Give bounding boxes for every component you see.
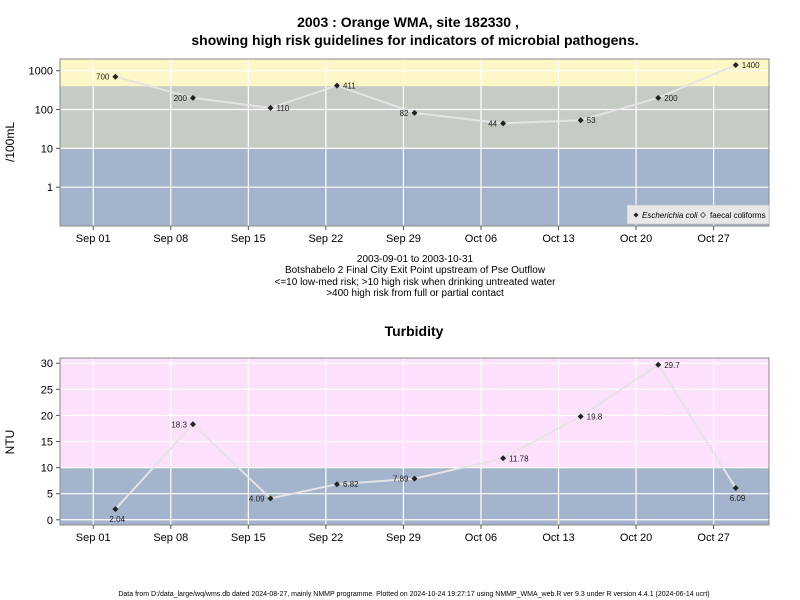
data-point (577, 117, 584, 124)
turbidity-y-axis: 0 5 10 15 20 25 30 (41, 358, 60, 527)
data-label: 29.7 (664, 361, 680, 370)
data-point (411, 475, 418, 482)
x-tick-label: Sep 29 (386, 233, 421, 245)
x-tick-label: Sep 01 (76, 532, 111, 544)
y-tick-label: 1 (47, 182, 53, 194)
turbidity-title: Turbidity (385, 323, 444, 339)
ecoli-risk-bands (60, 59, 769, 226)
turbidity-y-axis-label: NTU (3, 430, 17, 455)
x-tick-label: Sep 08 (153, 233, 188, 245)
ecoli-plot-frame (59, 58, 770, 227)
risk-band-1 (60, 86, 769, 149)
data-label: 700 (96, 73, 110, 82)
data-point (333, 82, 340, 89)
data-label: 4.09 (249, 494, 265, 503)
ecoli-legend: Escherichia coli faecal coliforms (626, 204, 770, 225)
x-tick-label: Oct 27 (697, 233, 729, 245)
x-tick-label: Oct 27 (697, 532, 729, 544)
data-point (500, 455, 507, 462)
y-tick-label: 20 (41, 410, 53, 422)
ecoli-x-axis: Sep 01 Sep 08 Sep 15 Sep 22 Sep 29 Oct 06 Oct … (76, 226, 730, 245)
risk-band-1 (60, 358, 769, 468)
turbidity-x-axis: Sep 01 Sep 08 Sep 15 Sep 22 Sep 29 Oct 06 Oct … (76, 525, 730, 544)
data-label: 19.8 (587, 412, 603, 421)
x-tick-label: Oct 20 (620, 532, 652, 544)
data-point (577, 413, 584, 420)
turbidity-series: 2.04 18.3 4.09 6.82 7.89 11.78 19.8 29.7 6.09 (109, 361, 745, 524)
y-tick-label: 0 (47, 515, 53, 527)
data-point (655, 361, 662, 368)
subtitle-line-3: <=10 low-med risk; >10 high risk when dr… (275, 277, 557, 288)
y-tick-label: 1000 (29, 66, 53, 78)
ecoli-series: 700 200 110 411 82 44 53 200 1400 (96, 61, 760, 128)
data-point (333, 481, 340, 488)
y-tick-label: 10 (41, 463, 53, 475)
data-label: 82 (400, 109, 409, 118)
y-tick-label: 5 (47, 489, 53, 501)
x-tick-label: Sep 08 (153, 532, 188, 544)
data-label: 11.78 (509, 454, 529, 463)
data-point (189, 421, 196, 428)
x-tick-label: Oct 20 (620, 233, 652, 245)
y-tick-label: 15 (41, 437, 53, 449)
y-tick-label: 25 (41, 384, 53, 396)
ecoli-y-axis-label: /100mL (3, 122, 17, 162)
x-tick-label: Sep 15 (231, 233, 266, 245)
y-tick-label: 10 (41, 143, 53, 155)
data-label: 18.3 (171, 420, 187, 429)
risk-band-2 (60, 59, 769, 87)
legend-ecoli-marker (633, 212, 639, 218)
subtitle-line-1: 2003-09-01 to 2003-10-31 (357, 254, 474, 265)
chart-title-line-1: 2003 : Orange WMA, site 182330 , (297, 14, 519, 30)
legend-faecal-coliforms-label: faecal coliforms (710, 211, 766, 220)
x-tick-label: Sep 22 (308, 233, 343, 245)
data-label: 7.89 (393, 475, 409, 484)
legend-box (626, 204, 770, 225)
legend-faecal-coliforms-marker (700, 212, 706, 218)
x-tick-label: Oct 06 (465, 233, 497, 245)
data-point (411, 109, 418, 116)
x-tick-label: Oct 06 (465, 532, 497, 544)
y-tick-label: 100 (35, 105, 53, 117)
data-label: 53 (587, 116, 596, 125)
legend-ecoli-label: Escherichia coli (642, 211, 698, 220)
data-label: 1400 (742, 61, 760, 70)
subtitle-line-2: Botshabelo 2 Final City Exit Point upstr… (285, 265, 546, 276)
data-label: 44 (488, 119, 497, 128)
data-point (732, 484, 739, 491)
data-point (500, 120, 507, 127)
data-point (732, 62, 739, 69)
data-label: 200 (664, 94, 678, 103)
data-point (189, 94, 196, 101)
data-point (267, 495, 274, 502)
data-point (267, 104, 274, 111)
data-label: 2.04 (109, 515, 125, 524)
x-tick-label: Oct 13 (542, 233, 574, 245)
turbidity-risk-bands (60, 358, 769, 525)
ecoli-gridlines (60, 59, 769, 226)
y-tick-label: 30 (41, 358, 53, 370)
x-tick-label: Sep 01 (76, 233, 111, 245)
x-tick-label: Sep 29 (386, 532, 421, 544)
data-label: 110 (276, 104, 289, 113)
data-label: 6.09 (730, 494, 746, 503)
data-label: 411 (343, 82, 356, 91)
data-label: 6.82 (343, 480, 359, 489)
data-point (112, 73, 119, 80)
x-tick-label: Sep 15 (231, 532, 266, 544)
data-point (112, 506, 119, 513)
x-tick-label: Sep 22 (308, 532, 343, 544)
chart-title-line-2: showing high risk guidelines for indicat… (191, 32, 638, 48)
ecoli-y-axis: 1 10 100 1000 (29, 66, 60, 194)
footer-note: Data from D:/data_large/wq/wms.db dated … (118, 591, 709, 598)
subtitle-line-4: >400 high risk from full or partial cont… (326, 288, 504, 299)
x-tick-label: Oct 13 (542, 532, 574, 544)
data-point (655, 94, 662, 101)
data-label: 200 (174, 94, 188, 103)
